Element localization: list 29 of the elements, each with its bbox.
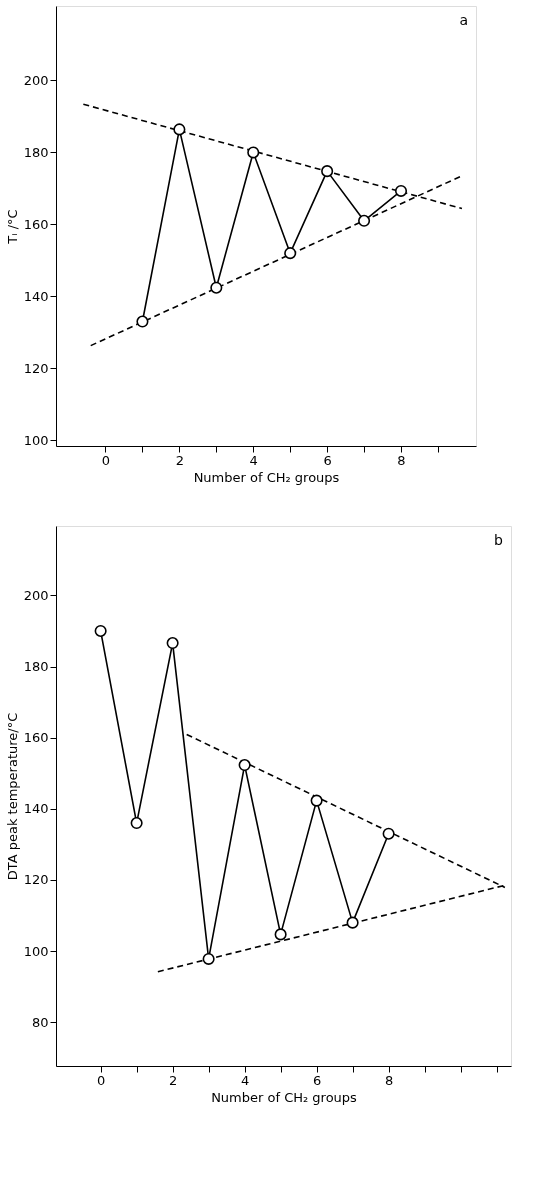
y-tick-label: 120 xyxy=(23,872,49,888)
y-tick-label: 100 xyxy=(23,432,49,448)
x-axis-title: Number of CH₂ groups xyxy=(193,469,340,485)
y-tick-label: 140 xyxy=(23,801,49,817)
annotation: a xyxy=(459,12,468,28)
y-tick-label: 120 xyxy=(23,360,49,376)
annotation: b xyxy=(494,532,504,548)
x-tick-label: 0 xyxy=(97,1072,106,1088)
x-tick-label: 8 xyxy=(397,452,406,468)
y-tick-label: 140 xyxy=(23,288,49,304)
x-tick-label: 6 xyxy=(323,452,332,468)
y-axis-title: DTA peak temperature/°C xyxy=(4,712,20,881)
x-axis-title: Number of CH₂ groups xyxy=(211,1089,358,1105)
x-tick-label: 0 xyxy=(101,452,111,468)
y-axis-title: Tᵢ /°C xyxy=(4,209,20,245)
y-tick-label: 200 xyxy=(23,587,49,603)
x-tick-label: 8 xyxy=(384,1072,394,1088)
y-tick-label: 160 xyxy=(23,216,49,232)
y-tick-label: 160 xyxy=(23,730,49,746)
y-tick-label: 100 xyxy=(23,943,49,959)
y-tick-label: 180 xyxy=(23,659,49,675)
y-tick-label: 200 xyxy=(23,72,49,88)
x-tick-label: 4 xyxy=(240,1072,250,1088)
y-tick-label: 180 xyxy=(23,144,49,160)
x-tick-label: 2 xyxy=(168,1072,178,1088)
x-tick-label: 6 xyxy=(312,1072,322,1088)
y-tick-label: 80 xyxy=(31,1014,49,1030)
x-tick-label: 4 xyxy=(249,452,258,468)
x-tick-label: 2 xyxy=(175,452,185,468)
